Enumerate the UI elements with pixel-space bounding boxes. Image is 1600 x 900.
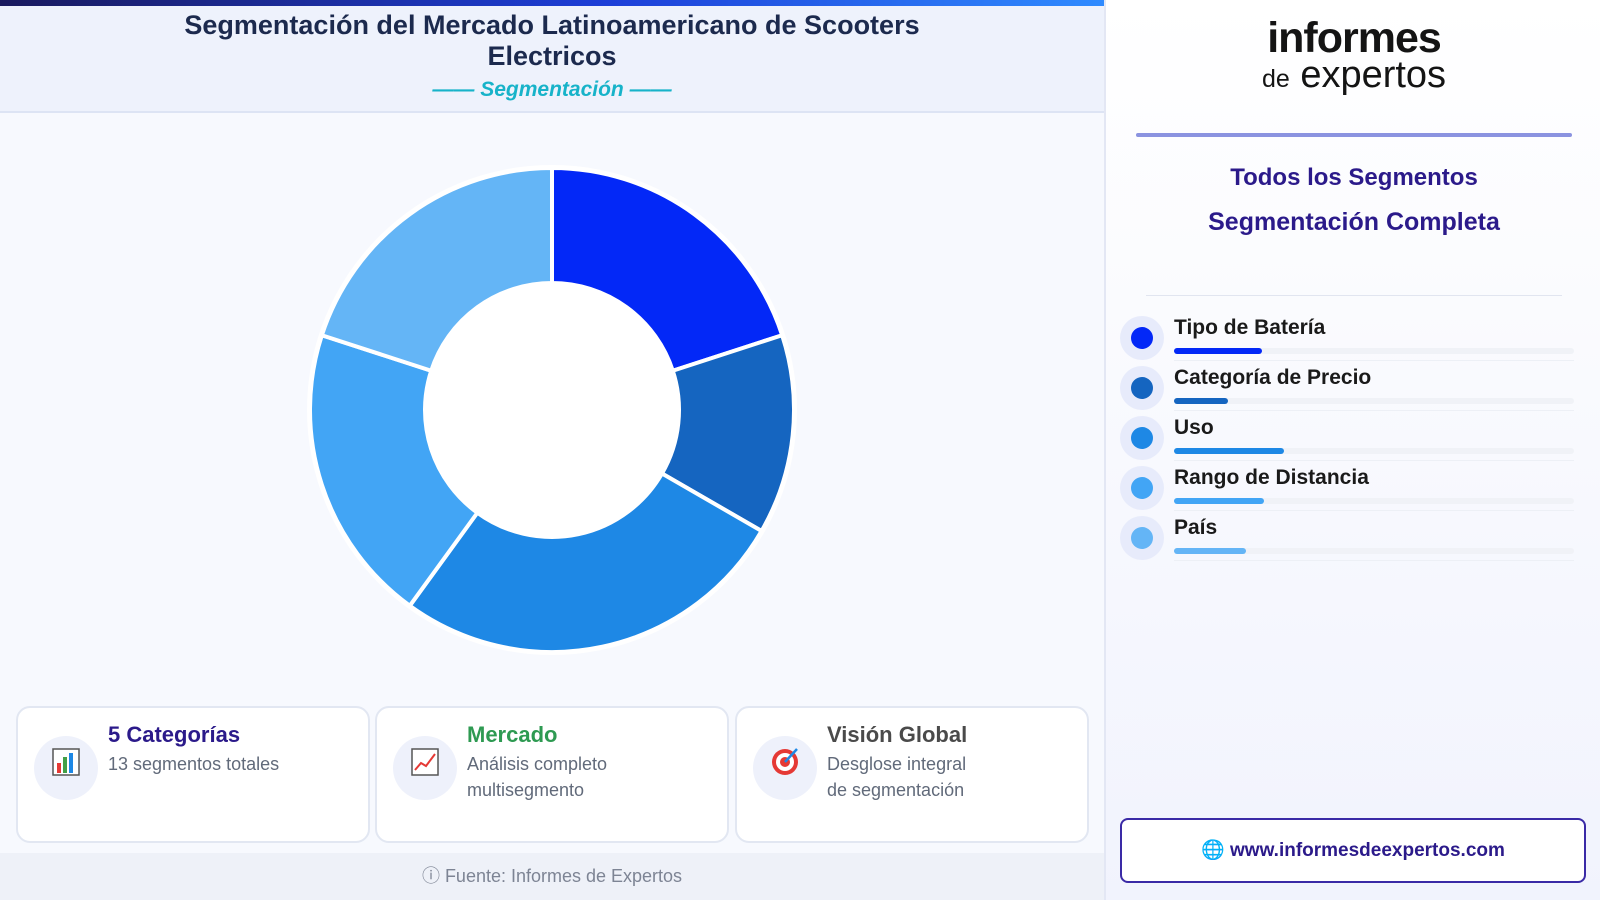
legend-swatch bbox=[1131, 327, 1153, 349]
card-market: Mercado Análisis completo multisegmento bbox=[375, 706, 729, 843]
legend-bar bbox=[1174, 498, 1264, 504]
legend-bar bbox=[1174, 398, 1228, 404]
legend-label: País bbox=[1174, 516, 1218, 539]
legend-label: Categoría de Precio bbox=[1174, 366, 1372, 389]
legend-bar bbox=[1174, 448, 1284, 454]
page-title: Segmentación del Mercado Latinoamericano… bbox=[184, 10, 920, 71]
legend-bar-track bbox=[1174, 398, 1574, 404]
main-panel: Segmentación del Mercado Latinoamericano… bbox=[0, 0, 1104, 900]
legend-item[interactable]: Categoría de Precio bbox=[1120, 364, 1592, 412]
card-title: Visión Global bbox=[827, 722, 968, 747]
legend-bar-track bbox=[1174, 498, 1574, 504]
target-icon bbox=[753, 736, 817, 800]
legend-bar-track bbox=[1174, 348, 1574, 354]
legend-swatch bbox=[1131, 427, 1153, 449]
trend-chart-icon bbox=[393, 736, 457, 800]
card-text: 13 segmentos totales bbox=[108, 754, 280, 774]
legend-bar bbox=[1174, 548, 1246, 554]
chart-area bbox=[0, 115, 1104, 695]
logo-divider bbox=[1136, 133, 1572, 137]
card-text: multisegmento bbox=[467, 780, 585, 800]
legend-item[interactable]: País bbox=[1120, 514, 1592, 562]
legend-item[interactable]: Rango de Distancia bbox=[1120, 464, 1592, 512]
bar-chart-icon bbox=[34, 736, 98, 800]
legend-bar-track bbox=[1174, 548, 1574, 554]
website-link[interactable]: 🌐 www.informesdeexpertos.com bbox=[1120, 818, 1586, 883]
donut-chart bbox=[307, 165, 797, 655]
segments-heading: Todos los Segmentos bbox=[1230, 164, 1478, 191]
legend-bar-track bbox=[1174, 448, 1574, 454]
card-title: 5 Categorías bbox=[108, 722, 241, 747]
legend-divider bbox=[1174, 410, 1574, 411]
legend-label: Tipo de Batería bbox=[1174, 316, 1326, 339]
segments-subheading: Segmentación Completa bbox=[1208, 208, 1500, 236]
logo-text-top: informes bbox=[1267, 14, 1442, 62]
legend-label: Rango de Distancia bbox=[1174, 466, 1369, 489]
legend-swatch bbox=[1131, 527, 1153, 549]
legend-divider bbox=[1174, 460, 1574, 461]
donut-hole bbox=[425, 283, 679, 537]
card-title: Mercado bbox=[467, 722, 558, 747]
legend-item[interactable]: Tipo de Batería bbox=[1120, 314, 1592, 362]
legend-item[interactable]: Uso bbox=[1120, 414, 1592, 462]
card-global-vision: Visión Global Desglose integral de segme… bbox=[735, 706, 1089, 843]
sidebar: informes de expertos Todos los Segmentos… bbox=[1104, 0, 1600, 900]
chart-header: Segmentación del Mercado Latinoamericano… bbox=[0, 6, 1104, 113]
logo-text-de: de bbox=[1261, 65, 1290, 93]
legend-label: Uso bbox=[1174, 416, 1214, 439]
page-subtitle: —— Segmentación —— bbox=[432, 78, 672, 101]
card-text: de segmentación bbox=[827, 780, 965, 800]
card-text: Análisis completo bbox=[467, 754, 608, 774]
segments-divider bbox=[1146, 295, 1562, 296]
legend-divider bbox=[1174, 360, 1574, 361]
legend-divider bbox=[1174, 560, 1574, 561]
card-text: Desglose integral bbox=[827, 754, 967, 774]
legend-divider bbox=[1174, 510, 1574, 511]
legend-bar bbox=[1174, 348, 1262, 354]
logo-text-bottom: de expertos bbox=[1106, 54, 1600, 97]
legend-swatch bbox=[1131, 377, 1153, 399]
logo-text-expertos: expertos bbox=[1300, 54, 1447, 96]
source-footer: ⓘ Fuente: Informes de Expertos bbox=[0, 853, 1104, 900]
legend-swatch bbox=[1131, 477, 1153, 499]
top-accent-bar bbox=[0, 0, 1104, 6]
card-categories: 5 Categorías 13 segmentos totales bbox=[16, 706, 370, 843]
